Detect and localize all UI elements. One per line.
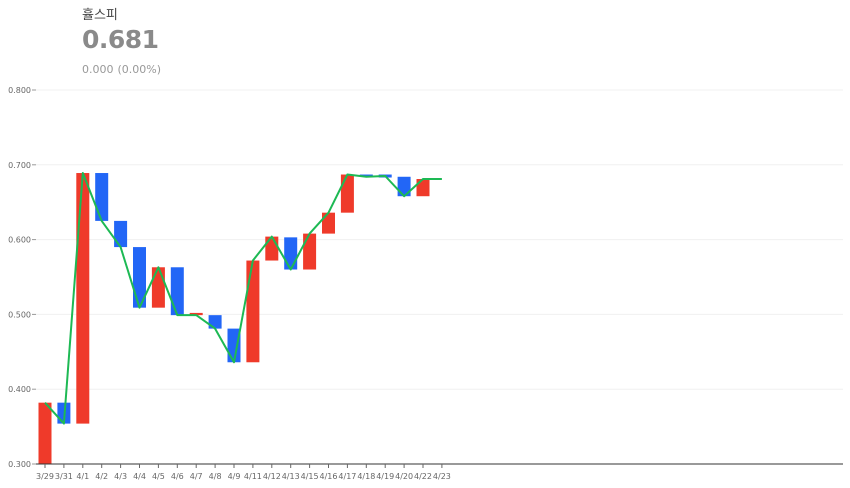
y-tick-label: 0.700 xyxy=(8,161,31,170)
x-tick-label: 3/29 xyxy=(36,472,54,481)
y-tick-label: 0.400 xyxy=(8,385,31,394)
x-tick-label: 4/22 xyxy=(414,472,432,481)
x-tick-label: 4/23 xyxy=(433,472,451,481)
bar-4-9 xyxy=(227,328,241,363)
bar-4-22 xyxy=(416,179,430,197)
x-tick-label: 4/12 xyxy=(263,472,281,481)
x-tick-label: 4/19 xyxy=(376,472,394,481)
bar-4-4 xyxy=(133,247,146,308)
x-tick-label: 4/18 xyxy=(357,472,375,481)
bar-4-12 xyxy=(265,236,279,261)
y-tick-label: 0.800 xyxy=(8,86,31,95)
x-tick-label: 4/4 xyxy=(133,472,146,481)
x-tick-label: 4/15 xyxy=(301,472,319,481)
x-tick-label: 4/1 xyxy=(76,472,89,481)
x-tick-label: 4/6 xyxy=(171,472,184,481)
x-tick-label: 4/2 xyxy=(95,472,108,481)
x-tick-label: 4/7 xyxy=(190,472,203,481)
bar-4-13 xyxy=(284,237,298,270)
x-tick-label: 4/16 xyxy=(320,472,338,481)
x-tick-label: 4/11 xyxy=(244,472,262,481)
security-name: 휼스피 xyxy=(82,8,118,23)
bar-4-11 xyxy=(246,260,260,363)
y-tick-label: 0.300 xyxy=(8,460,31,469)
x-tick-label: 4/3 xyxy=(114,472,127,481)
bar-3-29 xyxy=(38,402,52,464)
price-change: 0.000 (0.00%) xyxy=(82,63,165,76)
header: 휼스피 0.681 0.000 (0.00%) xyxy=(82,4,165,76)
x-tick-label: 4/9 xyxy=(228,472,241,481)
bar-4-2 xyxy=(95,173,109,221)
bar-4-18 xyxy=(359,174,373,177)
bar-4-7 xyxy=(189,312,203,316)
change-value: 0.000 xyxy=(82,63,114,76)
y-tick-label: 0.500 xyxy=(8,310,31,319)
current-price: 0.681 xyxy=(82,25,159,54)
bar-4-17 xyxy=(340,174,354,213)
x-tick-label: 3/31 xyxy=(55,472,73,481)
bar-4-1 xyxy=(76,173,90,424)
bar-4-6 xyxy=(170,267,184,316)
x-tick-label: 4/5 xyxy=(152,472,165,481)
x-tick-label: 4/8 xyxy=(209,472,222,481)
bar-4-5 xyxy=(151,267,165,308)
y-tick-label: 0.600 xyxy=(8,236,31,245)
bar-4-15 xyxy=(303,233,317,270)
x-tick-label: 4/17 xyxy=(338,472,356,481)
x-tick-label: 4/20 xyxy=(395,472,413,481)
bar-4-8 xyxy=(208,315,222,329)
bar-4-3 xyxy=(114,220,128,248)
price-line xyxy=(44,172,442,425)
change-percent: (0.00%) xyxy=(117,63,162,76)
x-tick-label: 4/13 xyxy=(282,472,300,481)
bar-4-16 xyxy=(322,212,335,234)
